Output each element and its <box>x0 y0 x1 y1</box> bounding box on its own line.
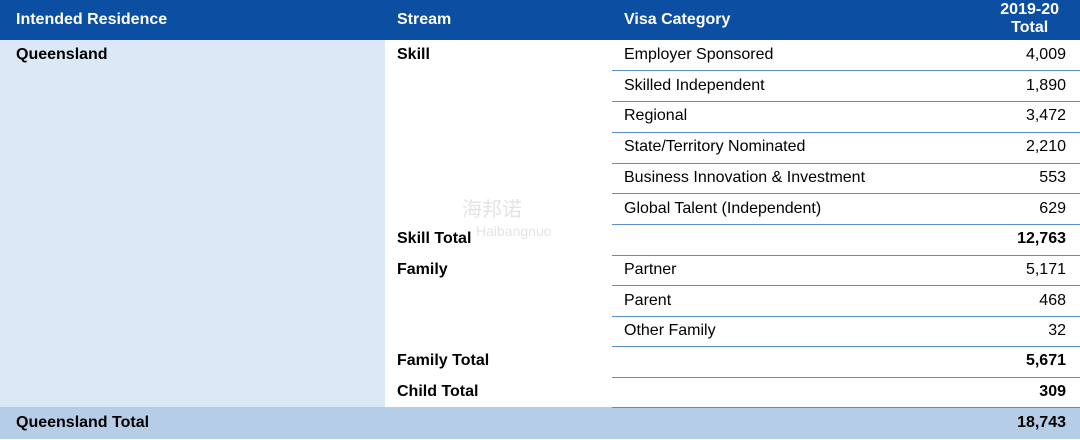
skill-row-value: 4,009 <box>1025 46 1066 63</box>
row-divider <box>612 255 1080 256</box>
child-total-label: Child Total <box>397 383 479 400</box>
family-total-label: Family Total <box>397 352 490 369</box>
watermark-chinese: 海邦诺 <box>462 197 522 221</box>
header-stream: Stream <box>397 11 452 28</box>
skill-total-value: 12,763 <box>1017 230 1066 247</box>
header-year: 2019-20 <box>1000 1 1059 18</box>
skill-row-category: State/Territory Nominated <box>624 138 806 156</box>
grand-total-row-bg <box>0 407 1080 439</box>
grand-total-value: 18,743 <box>1017 414 1066 431</box>
skill-row-value: 629 <box>1039 199 1066 217</box>
row-divider <box>612 101 1080 102</box>
row-divider <box>612 407 1080 408</box>
watermark-latin: Haibangnuo <box>476 223 552 239</box>
family-row-value: 32 <box>1048 322 1066 340</box>
skill-row-category: Employer Sponsored <box>624 46 774 63</box>
row-divider <box>612 132 1080 133</box>
skill-row-category: Skilled Independent <box>624 76 765 94</box>
skill-row-value: 553 <box>1039 168 1066 186</box>
header-total: 2019-20 Total <box>1000 1 1059 37</box>
skill-row-value: 1,890 <box>1025 76 1066 94</box>
stream-skill: Skill <box>397 46 430 63</box>
skill-row-value: 3,472 <box>1025 107 1066 125</box>
row-divider <box>612 163 1080 164</box>
stream-family: Family <box>397 261 448 278</box>
watermark-logo: 海邦诺 Haibangnuo <box>462 198 552 242</box>
skill-total-label: Skill Total <box>397 230 472 247</box>
family-row-value: 468 <box>1039 291 1066 309</box>
family-row-category: Other Family <box>624 322 716 340</box>
row-divider <box>612 316 1080 317</box>
header-visa-category: Visa Category <box>624 11 731 28</box>
skill-row-category: Business Innovation & Investment <box>624 168 866 186</box>
row-divider <box>612 285 1080 286</box>
row-divider <box>612 346 1080 347</box>
header-intended-residence: Intended Residence <box>16 11 168 28</box>
row-divider <box>612 377 1080 378</box>
family-row-category: Partner <box>624 261 677 278</box>
skill-row-value: 2,210 <box>1025 138 1066 156</box>
skill-row-category: Global Talent (Independent) <box>624 199 822 217</box>
row-divider <box>612 193 1080 194</box>
table-header: Intended Residence Stream Visa Category … <box>0 0 1080 40</box>
row-divider <box>612 224 1080 225</box>
family-total-value: 5,671 <box>1025 352 1066 369</box>
grand-total-label: Queensland Total <box>16 414 150 431</box>
family-row-value: 5,171 <box>1025 261 1066 278</box>
child-total-value: 309 <box>1039 383 1066 400</box>
family-row-category: Parent <box>624 291 672 309</box>
row-divider <box>612 70 1080 71</box>
residence-column-bg <box>0 40 385 407</box>
header-total-label: Total <box>1011 19 1049 36</box>
residence-name: Queensland <box>16 46 108 63</box>
skill-row-category: Regional <box>624 107 688 125</box>
